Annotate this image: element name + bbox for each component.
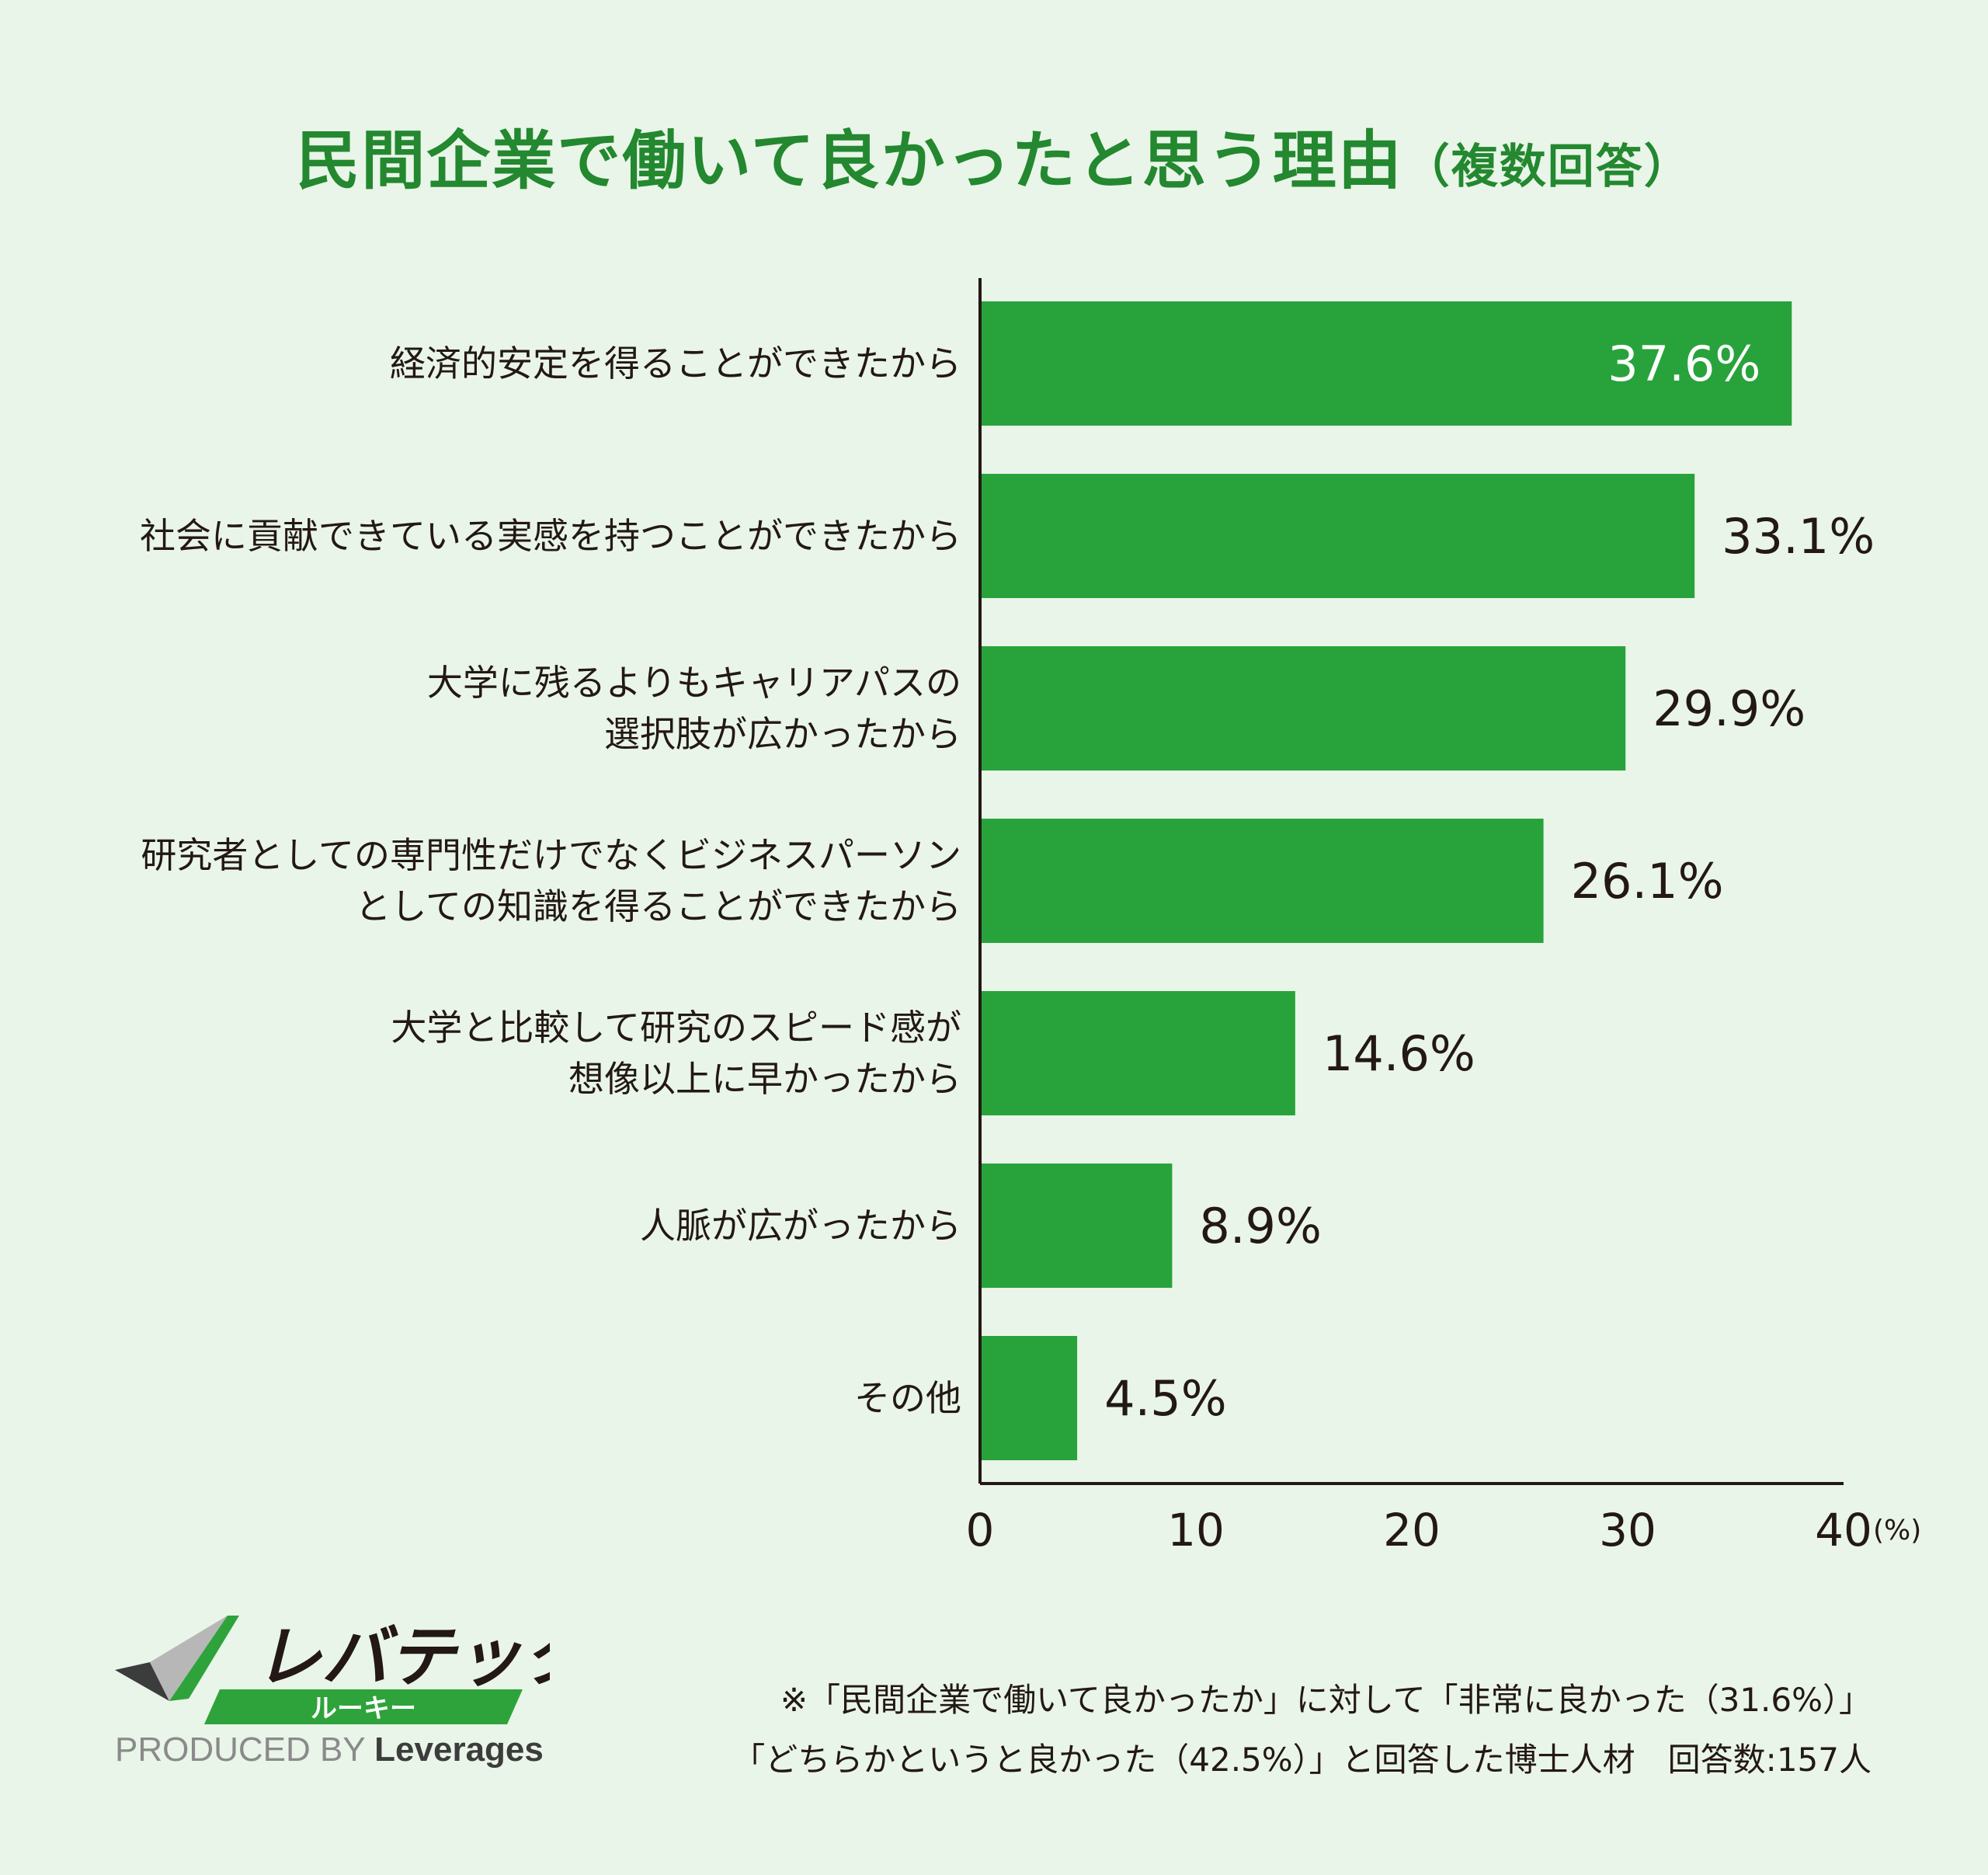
x-axis-unit: (%) — [1873, 1515, 1921, 1546]
footnote-line-2: 「どちらかというと良かった（42.5%）」と回答した博士人材 回答数:157人 — [732, 1741, 1872, 1779]
category-label: その他 — [854, 1377, 961, 1419]
logo-name: レバテック — [255, 1619, 550, 1696]
x-tick-label: 10 — [1167, 1504, 1225, 1557]
category-label: としての知識を得ることができたから — [355, 885, 961, 927]
chart-title: 民間企業で働いて良かったと思う理由（複数回答） — [0, 109, 1988, 201]
logo-check-grey — [150, 1616, 228, 1701]
x-tick-label: 20 — [1383, 1504, 1441, 1557]
produced-by-label: PRODUCED BY — [115, 1731, 365, 1769]
levtech-rookie-logo: レバテック ルーキー — [115, 1616, 550, 1724]
bar — [980, 646, 1626, 771]
bar — [980, 991, 1295, 1115]
category-label: 人脈が広がったから — [640, 1205, 961, 1247]
x-tick-label: 40 — [1815, 1504, 1872, 1557]
bar — [980, 474, 1695, 598]
bar-value-label: 33.1% — [1722, 508, 1875, 565]
x-tick-label: 30 — [1599, 1504, 1656, 1557]
title-main: 民間企業で働いて良かったと思う理由 — [296, 124, 1403, 198]
x-tick-label: 0 — [966, 1504, 995, 1557]
logo-check-green — [169, 1616, 239, 1701]
category-label: 大学に残るよりもキャリアパスの — [427, 662, 961, 704]
footnote-line-1: ※「民間企業で働いて良かったか」に対して「非常に良かった（31.6%）」 — [780, 1681, 1872, 1719]
bar-value-label: 26.1% — [1571, 853, 1724, 910]
bar-value-label: 37.6% — [1607, 336, 1760, 392]
brand-name: Leverages — [374, 1731, 544, 1769]
bar — [980, 301, 1792, 426]
bar-value-label: 8.9% — [1199, 1198, 1322, 1254]
bar-value-label: 14.6% — [1322, 1025, 1475, 1082]
title-subtitle: （複数回答） — [1402, 140, 1692, 194]
category-label: 社会に貢献できている実感を持つことができたから — [140, 515, 961, 557]
category-label: 経済的安定を得ることができたから — [390, 343, 961, 384]
bar — [980, 1336, 1078, 1460]
bar-value-label: 29.9% — [1653, 680, 1806, 737]
produced-by: PRODUCED BY Leverages — [115, 1731, 544, 1769]
bar — [980, 819, 1544, 943]
bar-value-label: 4.5% — [1104, 1370, 1227, 1427]
category-label: 大学と比較して研究のスピード感が — [391, 1007, 961, 1049]
logo-sub: ルーキー — [311, 1693, 416, 1724]
category-label: 想像以上に早かったから — [568, 1058, 961, 1100]
logo-band — [204, 1689, 523, 1724]
logo-check-dark — [115, 1662, 169, 1701]
bar — [980, 1164, 1173, 1288]
category-label: 研究者としての専門性だけでなくビジネスパーソン — [141, 834, 961, 876]
category-label: 選択肢が広かったから — [604, 713, 961, 755]
